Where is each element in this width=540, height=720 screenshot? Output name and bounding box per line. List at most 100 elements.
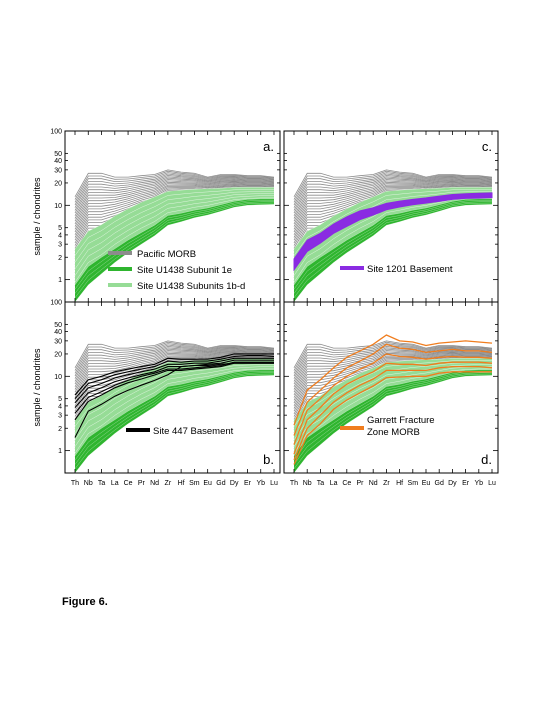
x-tick-label: Nd: [150, 480, 159, 487]
garrett-fz-morb-line: [293, 343, 493, 436]
u1438-subunit-1e-line: [74, 371, 274, 461]
x-tick-label: Ce: [342, 480, 351, 487]
pacific-morb-line: [293, 348, 493, 385]
pacific-morb-line: [74, 183, 275, 230]
x-tick-label: Lu: [270, 480, 278, 487]
pacific-morb-line: [293, 354, 493, 401]
y-tick-label: 2: [58, 255, 62, 262]
pacific-morb-line: [74, 177, 275, 214]
x-tick-label: Sm: [408, 480, 419, 487]
u1438-subunit-1e-band: [294, 198, 492, 302]
pacific-morb-line: [74, 173, 275, 206]
pacific-morb-line: [74, 340, 275, 368]
pacific-morb-line: [74, 348, 275, 385]
pacific-morb-line: [74, 344, 275, 377]
u1438-subunit-1e-line: [293, 204, 493, 303]
u1438-subunits-1b-d-line: [74, 193, 274, 270]
x-tick-label: Pr: [138, 480, 146, 487]
y-tick-label: 100: [50, 129, 62, 136]
u1438-subunits-1b-d-band: [294, 358, 492, 460]
u1438-subunit-1e-line: [74, 369, 274, 457]
pacific-morb-line: [293, 341, 493, 371]
pacific-morb-line: [293, 183, 493, 230]
pacific-morb-line: [293, 181, 493, 222]
x-tick-label: La: [330, 480, 338, 487]
pacific-morb-line: [74, 185, 275, 235]
garrett-fz-morb-line: [293, 334, 493, 426]
y-tick-label: 3: [58, 413, 62, 420]
legend-label: Zone MORB: [367, 427, 420, 438]
u1438-subunits-1b-d-line: [293, 368, 492, 454]
plot-frame: [64, 301, 281, 474]
pacific-morb-line: [293, 184, 493, 233]
pacific-morb-line: [74, 186, 275, 238]
u1438-subunits-1b-d-line: [74, 366, 274, 447]
y-tick-label: 5: [58, 396, 62, 403]
pacific-morb-line: [74, 176, 275, 211]
y-tick-label: 30: [54, 167, 62, 174]
y-tick-label: 3: [58, 242, 62, 249]
x-tick-label: Th: [290, 480, 298, 487]
garrett-fz-morb-line: [293, 361, 493, 455]
y-tick-label: 50: [54, 151, 62, 158]
u1438-subunits-1b-d-line: [293, 189, 492, 256]
garrett-fz-morb-line: [293, 353, 493, 445]
pacific-morb-line: [293, 169, 493, 197]
x-tick-label: Ce: [124, 480, 133, 487]
u1438-subunit-1e-band: [294, 369, 492, 473]
panel-d: Th Nb Ta La Ce Pr Nd Zr Hf Sm Eu Gd Dy Er Yb Lu d. Garret…: [283, 301, 499, 487]
pacific-morb-line: [293, 174, 493, 208]
x-tick-label: Dy: [230, 480, 239, 487]
u1438-subunit-1e-line: [293, 372, 493, 465]
u1438-subunit-1e-band: [75, 198, 274, 302]
u1438-subunit-1e-band: [75, 369, 274, 473]
y-axis-label: sample / chondrites: [32, 348, 42, 427]
pacific-morb-line: [74, 350, 275, 387]
x-tick-label: Th: [71, 480, 79, 487]
x-tick-label: Nd: [369, 480, 378, 487]
x-tick-label: Gd: [435, 480, 444, 487]
y-tick-label: 40: [54, 329, 62, 336]
site-1201-basement-band: [293, 192, 493, 272]
u1438-subunits-1b-d-line: [74, 197, 274, 283]
x-tick-label: Nb: [303, 480, 312, 487]
x-tick-label: Eu: [422, 480, 431, 487]
u1438-subunit-1e-line: [293, 202, 493, 298]
panel-c: c. Site 1201 Basement: [283, 130, 499, 303]
pacific-morb-line: [74, 182, 275, 225]
site-447-basement-line: [74, 362, 274, 438]
figure-caption: Figure 6.: [62, 596, 108, 608]
legend-label: Site 447 Basement: [153, 426, 234, 437]
u1438-subunit-1e-line: [293, 375, 493, 474]
pacific-morb-line: [293, 352, 493, 393]
y-tick-label: 1: [58, 448, 62, 455]
pacific-morb-line: [74, 351, 275, 390]
x-tick-label: Er: [244, 480, 252, 487]
pacific-morb-line: [74, 174, 275, 208]
y-tick-label: 20: [54, 180, 62, 187]
pacific-morb-line: [293, 182, 493, 225]
pacific-morb-line: [74, 347, 275, 382]
garrett-fz-morb-line: [293, 371, 492, 465]
y-axis-label: sample / chondrites: [32, 177, 42, 256]
pacific-morb-line: [293, 183, 493, 227]
pacific-morb-line: [74, 183, 275, 227]
x-tick-label: Er: [462, 480, 470, 487]
u1438-subunits-1b-d-line: [293, 366, 492, 447]
u1438-subunits-1b-d-line: [74, 195, 274, 276]
u1438-subunit-1e-line: [293, 200, 492, 290]
panel-label: c.: [482, 139, 492, 154]
x-tick-label: Hf: [396, 480, 403, 487]
y-tick-label: 30: [54, 338, 62, 345]
y-tick-label: 4: [58, 403, 62, 410]
u1438-subunit-1e-line: [74, 373, 275, 469]
plot-frame: [283, 301, 499, 474]
u1438-subunits-1b-d-line: [74, 364, 274, 441]
garrett-fz-morb-line: [293, 365, 493, 461]
pacific-morb-line: [293, 179, 493, 216]
pacific-morb-line: [293, 343, 493, 374]
pacific-morb-line: [74, 181, 275, 222]
y-tick-label: 40: [54, 158, 62, 165]
u1438-subunits-1b-d-line: [74, 368, 274, 454]
